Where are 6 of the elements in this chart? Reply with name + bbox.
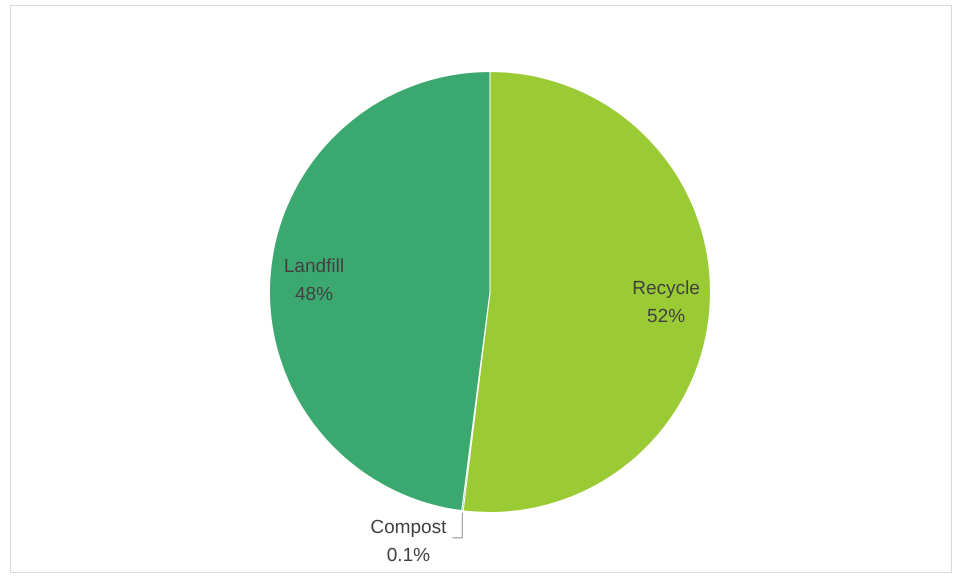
data-label: 52% bbox=[647, 306, 686, 328]
slice-label: Compost bbox=[370, 517, 448, 538]
data-label: 0.1% bbox=[386, 545, 430, 566]
data-label: 48% bbox=[294, 284, 334, 305]
slice-label: Landfill bbox=[284, 256, 344, 277]
slice-label: Recycle bbox=[632, 278, 700, 300]
